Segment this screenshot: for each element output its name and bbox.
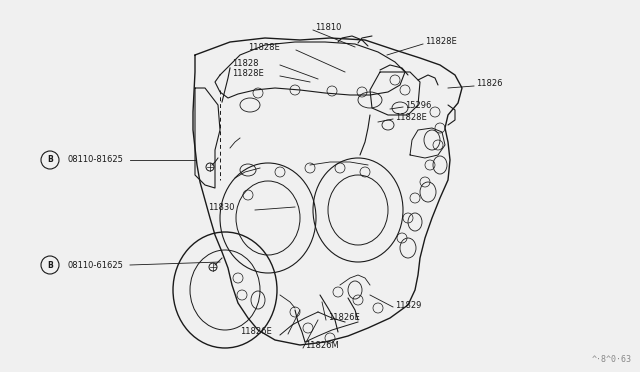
Text: 08110-81625: 08110-81625 (68, 155, 124, 164)
Text: 11826E: 11826E (328, 314, 360, 323)
Text: 11828: 11828 (232, 58, 259, 67)
Text: B: B (47, 260, 53, 269)
Text: 11826: 11826 (476, 80, 502, 89)
Text: 11830: 11830 (208, 203, 234, 212)
Text: 11828E: 11828E (248, 42, 280, 51)
Text: ^·8^0·63: ^·8^0·63 (592, 355, 632, 364)
Text: 11829: 11829 (395, 301, 421, 310)
Text: 11828E: 11828E (232, 70, 264, 78)
Text: 11826M: 11826M (305, 341, 339, 350)
Text: 15296: 15296 (405, 100, 431, 109)
Text: 11828E: 11828E (395, 112, 427, 122)
Text: 08110-61625: 08110-61625 (68, 260, 124, 269)
Text: 11810: 11810 (315, 23, 341, 32)
Text: 11826E: 11826E (240, 327, 272, 337)
Text: 11828E: 11828E (425, 38, 457, 46)
Text: B: B (47, 155, 53, 164)
